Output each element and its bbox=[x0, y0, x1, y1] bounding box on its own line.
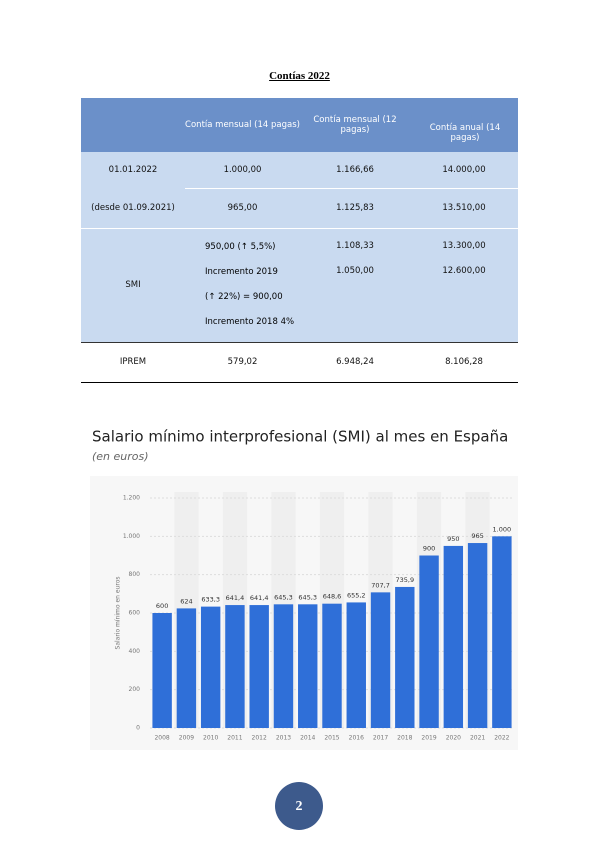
x-tick-label: 2022 bbox=[494, 735, 509, 742]
x-tick-label: 2011 bbox=[227, 735, 242, 742]
cell: SMI bbox=[125, 280, 141, 290]
bar bbox=[200, 606, 221, 728]
bar bbox=[249, 605, 269, 728]
y-tick-label: 800 bbox=[129, 571, 141, 578]
value-label: 648,6 bbox=[323, 593, 342, 601]
header-cell: Contía mensual (12 pagas) bbox=[313, 115, 397, 135]
table-title: Contías 2022 bbox=[269, 70, 330, 82]
cell: 13.510,00 bbox=[442, 203, 486, 213]
x-tick-label: 2016 bbox=[349, 735, 364, 742]
x-tick-label: 2018 bbox=[397, 735, 412, 742]
header-row bbox=[81, 98, 518, 152]
value-label: 624 bbox=[180, 597, 192, 605]
stripe bbox=[271, 492, 296, 728]
x-tick-label: 2013 bbox=[276, 735, 291, 742]
cell: 8.106,28 bbox=[445, 357, 483, 367]
page-badge bbox=[275, 782, 323, 830]
stripe bbox=[368, 492, 393, 728]
stripe bbox=[174, 492, 199, 728]
chart-subtitle: (en euros) bbox=[92, 450, 149, 463]
value-label: 633,3 bbox=[201, 596, 220, 604]
cell-line: 12.600,00 bbox=[442, 266, 486, 276]
cell: 14.000,00 bbox=[442, 165, 486, 175]
bar bbox=[322, 603, 342, 728]
y-tick-label: 400 bbox=[129, 648, 141, 655]
bar bbox=[467, 543, 488, 728]
bar bbox=[176, 608, 197, 728]
row-divider bbox=[81, 342, 518, 343]
value-label: 735,9 bbox=[395, 576, 414, 584]
bar bbox=[152, 613, 172, 728]
stripe bbox=[416, 492, 442, 728]
y-tick-label: 200 bbox=[129, 686, 141, 693]
x-tick-label: 2012 bbox=[252, 735, 267, 742]
x-tick-label: 2021 bbox=[470, 735, 485, 742]
cell: 1.000,00 bbox=[223, 165, 262, 175]
plot-bg bbox=[90, 476, 518, 750]
y-tick-label: 1.000 bbox=[123, 533, 140, 540]
value-label: 641,4 bbox=[226, 594, 245, 602]
x-tick-label: 2010 bbox=[203, 735, 218, 742]
table bbox=[81, 98, 518, 383]
cell-line: 13.300,00 bbox=[442, 241, 486, 251]
cell: 01.01.2022 bbox=[108, 165, 158, 175]
x-tick-label: 2017 bbox=[373, 735, 388, 742]
y-axis-label: Salario mínimo en euros bbox=[115, 577, 122, 650]
cell-line: (↑ 22%) = 900,00 bbox=[205, 292, 283, 302]
stripe bbox=[222, 492, 248, 728]
x-tick-label: 2014 bbox=[300, 735, 315, 742]
cell-line: 1.108,33 bbox=[336, 241, 374, 251]
cell: IPREM bbox=[119, 357, 147, 367]
x-tick-label: 2009 bbox=[179, 735, 194, 742]
header-cell: Contía anual (14 pagas) bbox=[429, 123, 501, 143]
bar bbox=[419, 555, 439, 728]
cell-line: 1.050,00 bbox=[336, 266, 374, 276]
cell: 965,00 bbox=[227, 203, 258, 213]
bar bbox=[492, 536, 512, 728]
cell-line: Incremento 2018 4% bbox=[205, 317, 295, 327]
header-cell: Contía mensual (14 pagas) bbox=[185, 120, 300, 130]
bar bbox=[443, 545, 464, 728]
value-label: 707,7 bbox=[371, 581, 390, 589]
cell: 1.166,66 bbox=[336, 165, 374, 175]
cell: 1.125,83 bbox=[336, 203, 374, 213]
cell: (desde 01.09.2021) bbox=[91, 203, 175, 213]
y-tick-label: 0 bbox=[136, 725, 140, 732]
cell-line: 950,00 (↑ 5,5%) bbox=[205, 242, 276, 252]
x-tick-label: 2020 bbox=[446, 735, 461, 742]
bar bbox=[370, 592, 391, 728]
y-tick-label: 1.200 bbox=[123, 495, 140, 502]
row-divider bbox=[185, 188, 518, 189]
value-label: 645,3 bbox=[298, 593, 317, 601]
y-tick-label: 600 bbox=[129, 610, 141, 617]
cell: 579,02 bbox=[227, 357, 258, 367]
bar bbox=[346, 602, 366, 728]
x-tick-label: 2008 bbox=[154, 735, 169, 742]
chart-title: Salario mínimo interprofesional (SMI) al… bbox=[92, 428, 508, 446]
x-tick-label: 2015 bbox=[324, 735, 339, 742]
bar bbox=[395, 586, 415, 728]
x-tick-label: 2019 bbox=[421, 735, 436, 742]
body-bg bbox=[81, 152, 518, 342]
bar bbox=[225, 605, 245, 728]
value-label: 641,4 bbox=[250, 594, 269, 602]
row-divider bbox=[81, 228, 518, 229]
cell-line: Incremento 2019 bbox=[205, 267, 278, 277]
bar bbox=[273, 604, 294, 728]
stripe bbox=[465, 492, 490, 728]
value-label: 600 bbox=[156, 602, 168, 610]
value-label: 950 bbox=[447, 535, 459, 543]
cell: 6.948,24 bbox=[336, 357, 374, 367]
value-label: 655,2 bbox=[347, 591, 366, 599]
stripe bbox=[319, 492, 345, 728]
bar bbox=[298, 604, 318, 728]
value-label: 645,3 bbox=[274, 593, 293, 601]
value-label: 965 bbox=[471, 532, 483, 540]
page-number: 2 bbox=[296, 799, 303, 814]
value-label: 900 bbox=[423, 545, 435, 553]
value-label: 1.000 bbox=[493, 525, 512, 533]
